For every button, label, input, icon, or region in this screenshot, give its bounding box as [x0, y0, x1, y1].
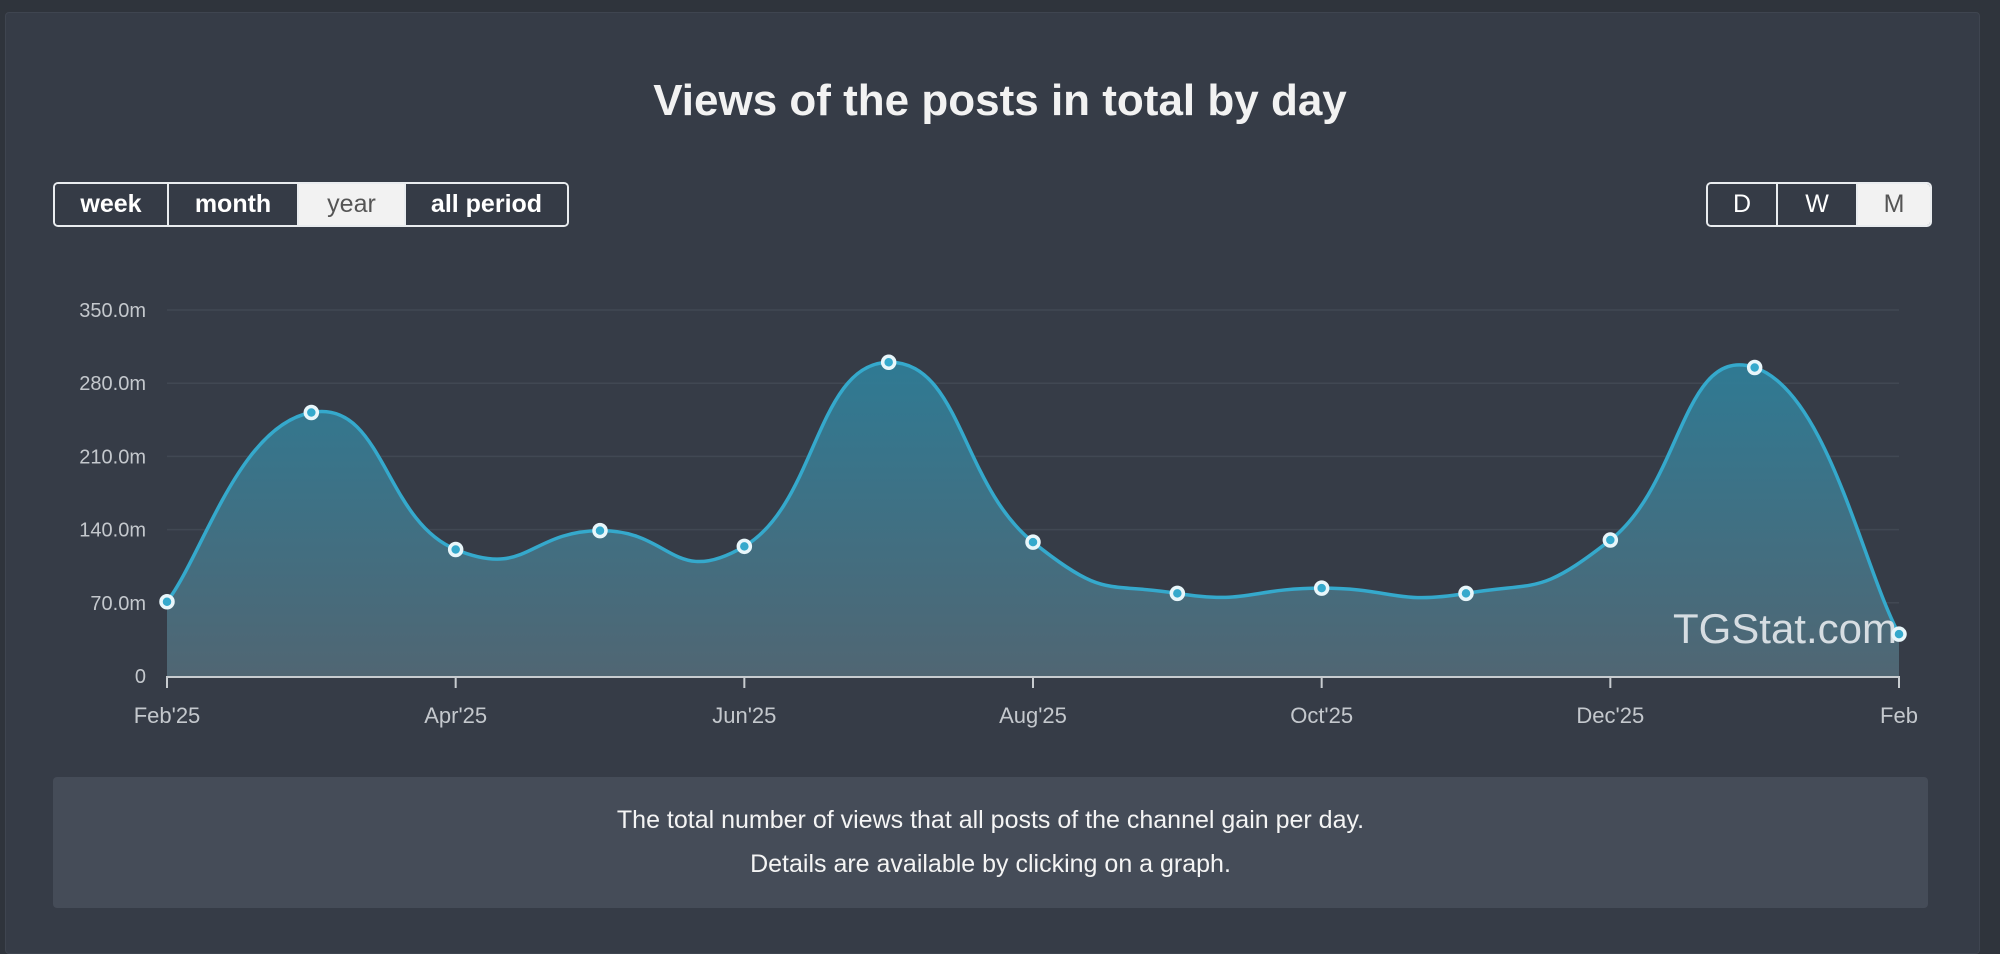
data-point [736, 538, 753, 555]
data-point [1458, 585, 1474, 602]
x-tick-label: Feb'25 [134, 703, 201, 728]
views-chart[interactable]: TGStat.com 0 70.0m 140.0m 210.0m 280.0m 350.0… [0, 0, 2000, 760]
y-tick-label: 280.0m [79, 373, 146, 395]
data-point [159, 594, 175, 610]
watermark: TGStat.com [1673, 605, 1897, 652]
y-tick-label: 210.0m [79, 446, 146, 468]
data-point [1891, 626, 1907, 642]
week-granularity-button[interactable]: W [1778, 184, 1858, 225]
x-tick-label: Aug'25 [999, 703, 1067, 728]
data-point [1746, 359, 1763, 376]
data-point [1602, 532, 1619, 548]
description-line-2: Details are available by clicking on a g… [750, 850, 1231, 878]
series-line [165, 360, 1901, 636]
y-tick-label: 140.0m [79, 520, 146, 542]
data-point [1313, 580, 1330, 596]
x-tick-label: Oct'25 [1290, 703, 1353, 728]
description-line-1: The total number of views that all posts… [616, 806, 1365, 834]
data-point [303, 404, 320, 421]
year-button[interactable]: year [299, 184, 406, 225]
data-point [447, 541, 464, 558]
month-granularity-button[interactable]: M [1858, 184, 1930, 225]
area-fill [167, 362, 1899, 676]
x-tick-label: Jun'25 [712, 703, 776, 728]
all-period-button[interactable]: all period [406, 184, 567, 225]
chart-description: The total number of views that all posts… [53, 777, 1928, 908]
y-tick-label: 350.0m [79, 300, 146, 322]
data-point [880, 354, 897, 371]
day-button[interactable]: D [1708, 184, 1778, 225]
page-title: Views of the posts in total by day [653, 76, 1347, 125]
data-point [592, 522, 608, 539]
granularity-selector: D W M [1706, 182, 1932, 227]
week-button[interactable]: week [55, 184, 169, 225]
y-tick-label: 70.0m [90, 593, 146, 615]
period-selector: week month year all period [53, 182, 569, 227]
x-tick-label: Feb [1880, 703, 1918, 728]
x-tick-label: Dec'25 [1576, 703, 1644, 728]
month-button[interactable]: month [169, 184, 299, 225]
x-tick-label: Apr'25 [424, 703, 487, 728]
data-point [1169, 585, 1186, 602]
data-point [1025, 534, 1041, 550]
y-tick-label: 0 [135, 666, 146, 688]
